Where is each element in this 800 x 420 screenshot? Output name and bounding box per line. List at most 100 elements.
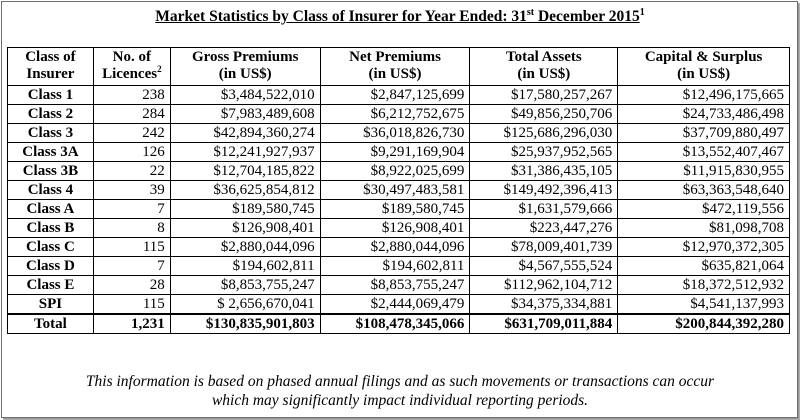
header-net-line2: (in US$) <box>368 66 422 82</box>
total-capital-surplus: $200,844,392,280 <box>617 313 790 334</box>
cell-gross-premiums: $189,580,745 <box>169 199 321 219</box>
cell-net-premiums: $8,922,025,699 <box>319 161 471 181</box>
cell-net-premiums: $189,580,745 <box>319 199 471 219</box>
cell-total-assets: $34,375,334,881 <box>469 294 619 315</box>
cell-total-assets: $223,447,276 <box>469 218 619 238</box>
table-row: Class E 28 $8,853,755,247 $8,853,755,247 $11… <box>7 275 790 295</box>
title-footnote-marker: 1 <box>639 7 645 18</box>
cell-capital-surplus: $13,552,407,467 <box>617 142 790 162</box>
cell-net-premiums: $30,497,483,581 <box>319 180 471 200</box>
licences-footnote-marker: 2 <box>157 64 162 74</box>
title-ordinal-suffix: st <box>526 7 535 18</box>
title-text: Market Statistics by Class of Insurer fo… <box>155 7 640 26</box>
cell-total-assets: $25,937,952,565 <box>469 142 619 162</box>
disclaimer-note: This information is based on phased annu… <box>0 372 800 410</box>
cell-licences: 284 <box>92 104 171 124</box>
cell-capital-surplus: $11,915,830,955 <box>617 161 790 181</box>
table-row: Class A 7 $189,580,745 $189,580,745 $1,631,5… <box>7 199 790 219</box>
cell-class-name: Class 4 <box>7 180 94 200</box>
header-gross-line2: (in US$) <box>218 66 272 82</box>
cell-class-name: Class C <box>7 237 94 257</box>
table-row: SPI 115 $ 2,656,670,041 $2,444,069,479 $34,3… <box>7 294 790 315</box>
cell-class-name: Class 3A <box>7 142 94 162</box>
title-main: Market Statistics by Class of Insurer fo… <box>155 8 527 25</box>
cell-total-assets: $4,567,555,524 <box>469 256 619 276</box>
header-gross-line1: Gross Premiums <box>191 49 299 65</box>
market-statistics-table: Class of Insurer No. of Licences2 Gross Pr… <box>7 47 790 334</box>
cell-gross-premiums: $ 2,656,670,041 <box>169 294 321 315</box>
cell-capital-surplus: $12,496,175,665 <box>617 85 790 105</box>
cell-gross-premiums: $36,625,854,812 <box>169 180 321 200</box>
cell-class-name: Class D <box>7 256 94 276</box>
cell-capital-surplus: $12,970,372,305 <box>617 237 790 257</box>
table-row: Class B 8 $126,908,401 $126,908,401 $223,447… <box>7 218 790 238</box>
cell-gross-premiums: $3,484,522,010 <box>169 85 321 105</box>
table-row: Class C 115 $2,880,044,096 $2,880,044,096 $7… <box>7 237 790 257</box>
table-header-row: Class of Insurer No. of Licences2 Gross Pr… <box>7 47 790 86</box>
title-date: December 2015 <box>534 8 640 25</box>
header-licences-line1: No. of <box>112 49 151 65</box>
total-assets: $631,709,011,884 <box>469 313 619 334</box>
cell-net-premiums: $6,212,752,675 <box>319 104 471 124</box>
cell-total-assets: $1,631,579,666 <box>469 199 619 219</box>
cell-capital-surplus: $63,363,548,640 <box>617 180 790 200</box>
header-class-line2: Insurer <box>26 66 75 82</box>
header-licences-line2: Licences <box>102 66 158 82</box>
cell-gross-premiums: $2,880,044,096 <box>169 237 321 257</box>
total-label: Total <box>7 313 94 334</box>
cell-gross-premiums: $194,602,811 <box>169 256 321 276</box>
header-capital-line2: (in US$) <box>677 66 731 82</box>
cell-net-premiums: $2,880,044,096 <box>319 237 471 257</box>
cell-licences: 242 <box>92 123 171 143</box>
cell-net-premiums: $2,444,069,479 <box>319 294 471 315</box>
cell-licences: 115 <box>92 294 171 315</box>
cell-gross-premiums: $12,704,185,822 <box>169 161 321 181</box>
cell-net-premiums: $36,018,826,730 <box>319 123 471 143</box>
cell-total-assets: $125,686,296,030 <box>469 123 619 143</box>
cell-capital-surplus: $635,821,064 <box>617 256 790 276</box>
cell-class-name: Class B <box>7 218 94 238</box>
table-row: Class 1 238 $3,484,522,010 $2,847,125,699 $1… <box>7 85 790 105</box>
cell-net-premiums: $2,847,125,699 <box>319 85 471 105</box>
cell-total-assets: $112,962,104,712 <box>469 275 619 295</box>
cell-class-name: Class 2 <box>7 104 94 124</box>
header-class-of-insurer: Class of Insurer <box>7 47 94 86</box>
cell-licences: 8 <box>92 218 171 238</box>
cell-capital-surplus: $472,119,556 <box>617 199 790 219</box>
disclaimer-line2: which may significantly impact individua… <box>211 392 589 409</box>
cell-capital-surplus: $4,541,137,993 <box>617 294 790 315</box>
header-capital-surplus: Capital & Surplus (in US$) <box>617 47 790 86</box>
cell-capital-surplus: $18,372,512,932 <box>617 275 790 295</box>
total-net-premiums: $108,478,345,066 <box>319 313 471 334</box>
cell-total-assets: $49,856,250,706 <box>469 104 619 124</box>
cell-class-name: Class E <box>7 275 94 295</box>
cell-licences: 238 <box>92 85 171 105</box>
table-row: Class D 7 $194,602,811 $194,602,811 $4,567,5… <box>7 256 790 276</box>
cell-class-name: SPI <box>7 294 94 315</box>
table-body: Class 1 238 $3,484,522,010 $2,847,125,699 $1… <box>7 85 790 334</box>
header-class-line1: Class of <box>25 49 76 65</box>
header-no-of-licences: No. of Licences2 <box>92 47 171 86</box>
cell-capital-surplus: $37,709,880,497 <box>617 123 790 143</box>
table-row: Class 3A 126 $12,241,927,937 $9,291,169,904… <box>7 142 790 162</box>
cell-capital-surplus: $24,733,486,498 <box>617 104 790 124</box>
cell-capital-surplus: $81,098,708 <box>617 218 790 238</box>
cell-licences: 39 <box>92 180 171 200</box>
cell-net-premiums: $126,908,401 <box>319 218 471 238</box>
cell-licences: 7 <box>92 256 171 276</box>
header-total-assets: Total Assets (in US$) <box>469 47 619 86</box>
cell-net-premiums: $9,291,169,904 <box>319 142 471 162</box>
disclaimer-line1: This information is based on phased annu… <box>85 373 715 390</box>
header-net-premiums: Net Premiums (in US$) <box>319 47 471 86</box>
table-row: Class 4 39 $36,625,854,812 $30,497,483,581 $… <box>7 180 790 200</box>
cell-net-premiums: $194,602,811 <box>319 256 471 276</box>
cell-licences: 126 <box>92 142 171 162</box>
total-gross-premiums: $130,835,901,803 <box>169 313 321 334</box>
cell-gross-premiums: $7,983,489,608 <box>169 104 321 124</box>
cell-gross-premiums: $42,894,360,274 <box>169 123 321 143</box>
page-title: Market Statistics by Class of Insurer fo… <box>0 8 800 26</box>
cell-total-assets: $17,580,257,267 <box>469 85 619 105</box>
header-assets-line2: (in US$) <box>517 66 571 82</box>
cell-class-name: Class 3 <box>7 123 94 143</box>
total-licences: 1,231 <box>92 313 171 334</box>
